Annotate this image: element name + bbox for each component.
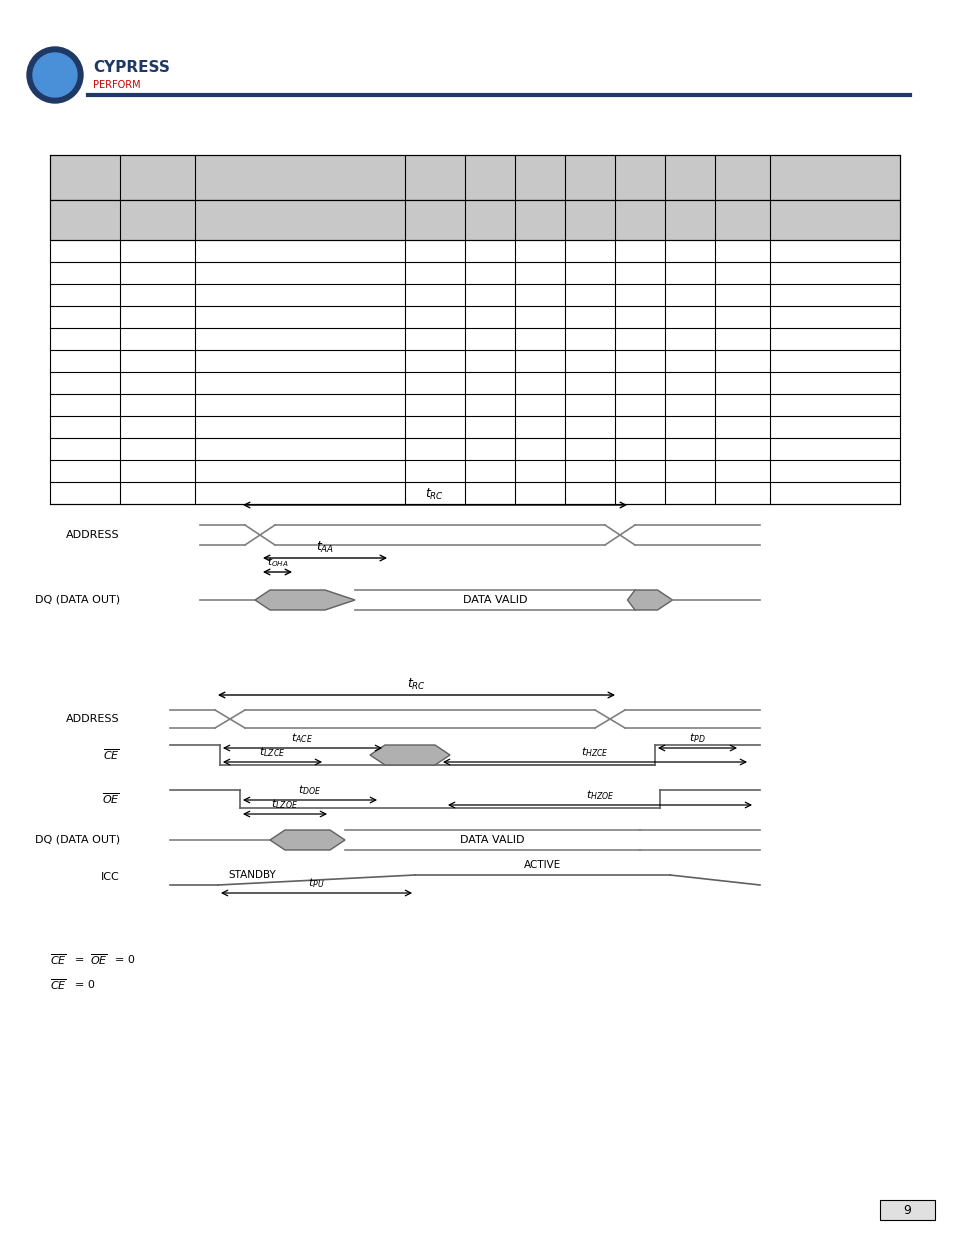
- Text: $t_{DOE}$: $t_{DOE}$: [298, 783, 321, 797]
- Text: $\overline{OE}$: $\overline{OE}$: [90, 952, 108, 967]
- Text: $t_{HZCE}$: $t_{HZCE}$: [580, 745, 608, 760]
- Text: PERFORM: PERFORM: [92, 80, 140, 90]
- FancyBboxPatch shape: [50, 156, 899, 200]
- Polygon shape: [370, 745, 450, 764]
- Text: $t_{OHA}$: $t_{OHA}$: [266, 556, 288, 569]
- Text: $\overline{OE}$: $\overline{OE}$: [102, 792, 120, 806]
- Text: DQ (DATA OUT): DQ (DATA OUT): [35, 835, 120, 845]
- Text: =: =: [75, 955, 84, 965]
- Text: ADDRESS: ADDRESS: [67, 714, 120, 724]
- Text: DATA VALID: DATA VALID: [459, 835, 524, 845]
- Polygon shape: [254, 590, 355, 610]
- Text: = 0: = 0: [115, 955, 134, 965]
- Text: ACTIVE: ACTIVE: [523, 860, 560, 869]
- Text: = 0: = 0: [75, 981, 94, 990]
- Text: STANDBY: STANDBY: [228, 869, 275, 881]
- Text: $\overline{CE}$: $\overline{CE}$: [103, 747, 120, 762]
- Text: DATA VALID: DATA VALID: [462, 595, 527, 605]
- Text: ADDRESS: ADDRESS: [67, 530, 120, 540]
- Text: $t_{HZOE}$: $t_{HZOE}$: [585, 788, 614, 802]
- Text: ICC: ICC: [101, 872, 120, 883]
- Text: $t_{ACE}$: $t_{ACE}$: [292, 731, 314, 745]
- Text: $t_{PU}$: $t_{PU}$: [308, 876, 324, 890]
- Text: $t_{RC}$: $t_{RC}$: [407, 677, 426, 692]
- Polygon shape: [270, 830, 345, 850]
- Circle shape: [33, 53, 77, 98]
- Text: DQ (DATA OUT): DQ (DATA OUT): [35, 595, 120, 605]
- Text: $t_{LZOE}$: $t_{LZOE}$: [272, 798, 298, 811]
- Text: $\overline{CE}$: $\overline{CE}$: [50, 952, 67, 967]
- Text: $t_{AA}$: $t_{AA}$: [315, 540, 334, 555]
- FancyBboxPatch shape: [879, 1200, 934, 1220]
- Text: 9: 9: [902, 1203, 910, 1216]
- Text: CYPRESS: CYPRESS: [92, 59, 170, 74]
- Text: $t_{LZCE}$: $t_{LZCE}$: [259, 745, 285, 760]
- Polygon shape: [627, 590, 672, 610]
- Circle shape: [27, 47, 83, 103]
- Text: $\overline{CE}$: $\overline{CE}$: [50, 978, 67, 992]
- FancyBboxPatch shape: [50, 200, 899, 240]
- Text: $t_{PD}$: $t_{PD}$: [688, 731, 705, 745]
- Text: $t_{RC}$: $t_{RC}$: [425, 487, 444, 501]
